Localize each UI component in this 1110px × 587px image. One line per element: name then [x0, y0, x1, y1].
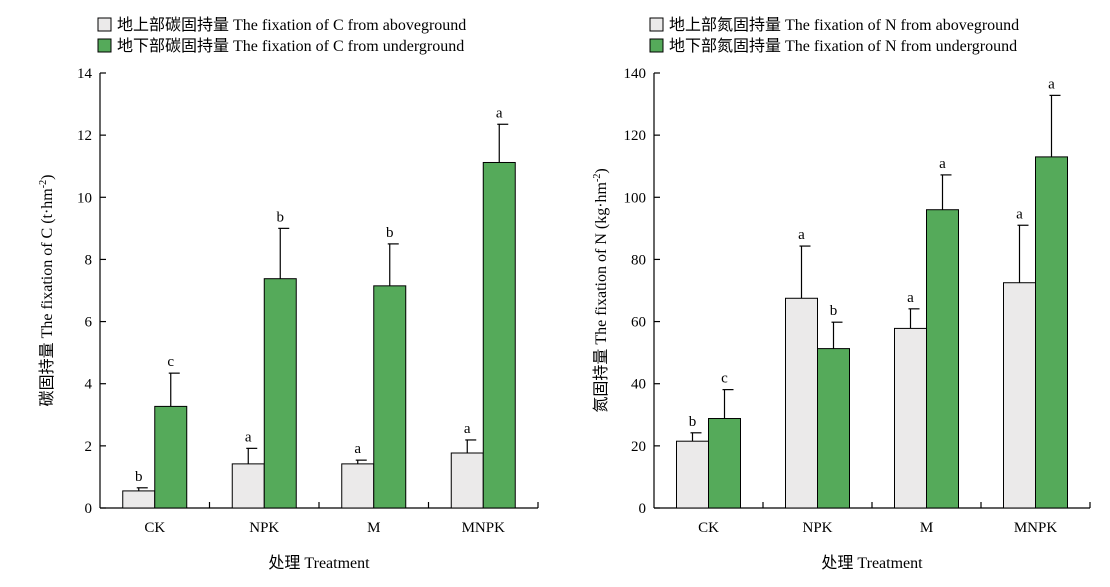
y-tick-label: 120	[624, 128, 647, 144]
chart-panel-1: 地上部碳固持量 The fixation of C from abovegrou…	[38, 16, 539, 572]
bar-aboveground	[785, 297, 818, 509]
y-tick-label: 0	[639, 501, 647, 517]
y-tick-label: 60	[631, 315, 646, 331]
legend-swatch-2	[649, 38, 664, 53]
bar-underground	[1035, 156, 1068, 509]
bar-aboveground	[894, 327, 927, 509]
y-tick-label: 100	[624, 190, 647, 206]
bar-aboveground	[231, 463, 265, 509]
significance-label: a	[354, 441, 361, 457]
bar-aboveground	[1003, 282, 1036, 509]
x-tick-label: NPK	[249, 520, 279, 536]
y-axis-title-text: 氮固持量 The fixation of N (kg·hm	[592, 181, 610, 412]
x-tick-label: MNPK	[1014, 520, 1058, 536]
y-tick-label: 14	[77, 66, 93, 82]
x-tick-label: NPK	[802, 520, 832, 536]
significance-label: a	[1048, 76, 1055, 92]
y-axis-title-superscript: -2	[38, 180, 49, 188]
legend-label-2: 地下部氮固持量 The fixation of N from undergrou…	[669, 37, 1017, 55]
y-tick-label: 4	[85, 377, 93, 393]
y-tick-label: 10	[77, 190, 92, 206]
x-tick-label: CK	[144, 520, 165, 536]
x-axis-title: 处理 Treatment	[821, 554, 923, 572]
significance-label: c	[721, 371, 728, 387]
significance-label: b	[135, 469, 143, 485]
significance-label: b	[830, 303, 838, 319]
significance-label: a	[464, 421, 471, 437]
bar-underground	[263, 278, 297, 509]
bar-aboveground	[122, 490, 156, 509]
bar-underground	[817, 348, 850, 509]
x-tick-label: M	[367, 520, 380, 536]
y-tick-label: 8	[85, 252, 93, 268]
y-axis-title: 氮固持量 The fixation of N (kg·hm-2)	[592, 168, 610, 412]
y-tick-label: 12	[77, 128, 92, 144]
x-tick-label: M	[920, 520, 933, 536]
bar-aboveground	[676, 440, 709, 509]
significance-label: b	[689, 414, 697, 430]
y-axis-title-text: 碳固持量 The fixation of C (t·hm	[38, 188, 56, 407]
y-tick-label: 140	[624, 66, 647, 82]
significance-label: a	[496, 105, 503, 121]
chart-panel-2: 地上部氮固持量 The fixation of N from abovegrou…	[592, 16, 1091, 572]
bar-aboveground	[450, 452, 484, 509]
significance-label: a	[1016, 206, 1023, 222]
significance-label: a	[939, 156, 946, 172]
legend-label-1: 地上部氮固持量 The fixation of N from abovegrou…	[669, 16, 1019, 34]
x-axis-title: 处理 Treatment	[268, 554, 370, 572]
legend-label-1: 地上部碳固持量 The fixation of C from abovegrou…	[117, 16, 466, 34]
y-tick-label: 2	[85, 439, 93, 455]
bar-underground	[154, 405, 188, 509]
bar-underground	[926, 209, 959, 509]
y-axis-title-end: )	[593, 168, 610, 173]
legend-swatch-1	[97, 17, 112, 32]
bar-underground	[373, 285, 407, 509]
y-tick-label: 40	[631, 377, 646, 393]
significance-label: b	[386, 225, 394, 241]
x-tick-label: MNPK	[462, 520, 506, 536]
bar-underground	[708, 418, 741, 509]
y-tick-label: 0	[85, 501, 93, 517]
significance-label: a	[245, 429, 252, 445]
y-axis-title-superscript: -2	[592, 174, 603, 182]
significance-label: a	[798, 227, 805, 243]
bar-aboveground	[341, 463, 375, 509]
significance-label: c	[167, 354, 174, 370]
y-tick-label: 80	[631, 252, 646, 268]
y-axis-title-end: )	[39, 175, 56, 180]
y-axis-title: 碳固持量 The fixation of C (t·hm-2)	[38, 175, 56, 407]
legend-swatch-1	[649, 17, 664, 32]
y-tick-label: 6	[85, 315, 93, 331]
legend-label-2: 地下部碳固持量 The fixation of C from undergrou…	[117, 37, 464, 55]
significance-label: a	[907, 290, 914, 306]
legend-swatch-2	[97, 38, 112, 53]
x-tick-label: CK	[698, 520, 719, 536]
significance-label: b	[277, 209, 285, 225]
bar-underground	[482, 161, 516, 509]
y-tick-label: 20	[631, 439, 646, 455]
